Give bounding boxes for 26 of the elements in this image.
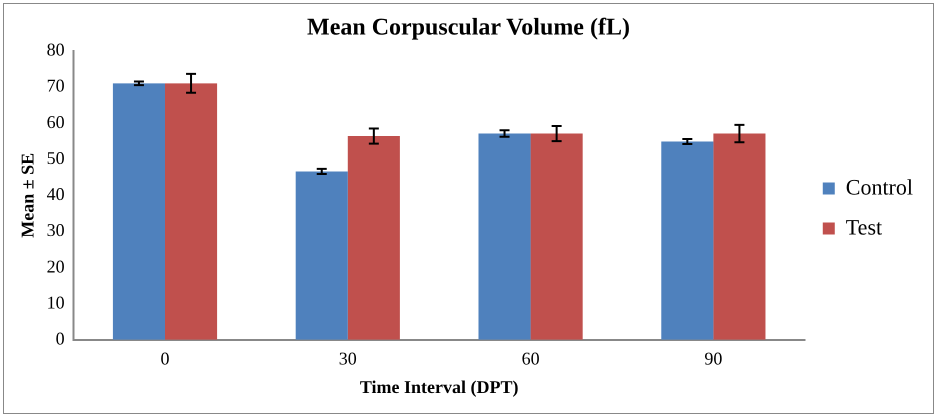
y-tick-label: 30 — [46, 220, 65, 240]
y-tick-label: 50 — [46, 148, 65, 168]
bar — [530, 134, 583, 340]
y-tick-label: 10 — [46, 292, 65, 312]
x-tick-label: 60 — [522, 348, 540, 368]
bar — [164, 83, 218, 340]
x-axis-title: Time Interval (DPT) — [360, 376, 519, 397]
x-tick-label: 30 — [338, 348, 357, 368]
bar — [296, 171, 348, 340]
y-tick-label: 20 — [46, 256, 65, 276]
bar — [661, 141, 714, 340]
bar — [478, 134, 531, 340]
y-tick-label: 0 — [56, 328, 65, 349]
legend-label: Control — [846, 174, 914, 200]
y-tick-label: 80 — [46, 40, 65, 60]
y-tick-label: 60 — [46, 112, 65, 132]
legend-label: Test — [846, 214, 882, 240]
bar — [112, 83, 165, 340]
x-tick-label: 0 — [160, 348, 170, 368]
y-tick-label: 70 — [46, 76, 65, 96]
y-tick-label: 40 — [46, 184, 65, 204]
chart-title: Mean Corpuscular Volume (fL) — [307, 14, 630, 41]
x-tick-label: 90 — [704, 348, 722, 368]
y-axis-title: Mean ± SE — [17, 152, 38, 238]
bar — [713, 134, 766, 340]
bar — [348, 136, 400, 340]
